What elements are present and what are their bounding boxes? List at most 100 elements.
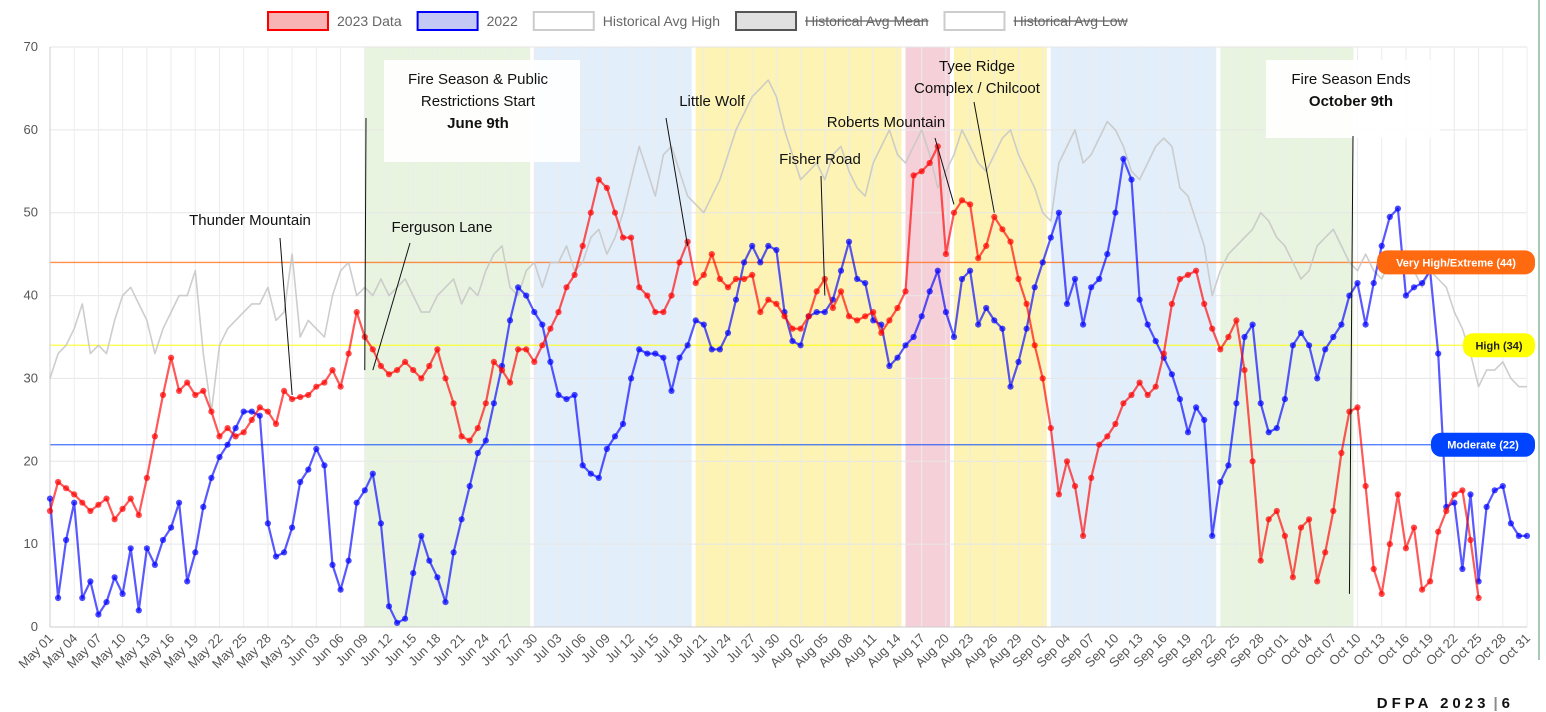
data-point-2023-data xyxy=(248,416,255,423)
data-point-2022 xyxy=(684,342,691,349)
data-point-2022 xyxy=(1314,375,1321,382)
data-point-2023-data xyxy=(498,367,506,374)
threshold-badge-label: High (34) xyxy=(1475,340,1522,352)
annotation-leader-line xyxy=(364,117,367,371)
data-point-2023-data xyxy=(1136,379,1143,386)
data-point-2023-data xyxy=(854,317,861,324)
data-point-2022 xyxy=(345,557,352,564)
data-point-2022 xyxy=(1523,532,1531,540)
data-point-2022 xyxy=(813,309,820,316)
data-point-2022 xyxy=(168,524,175,531)
legend-item-historical-avg-high[interactable]: Historical Avg High xyxy=(532,11,720,31)
legend-swatch xyxy=(532,11,595,31)
data-point-2022 xyxy=(644,350,651,357)
data-point-2022 xyxy=(611,433,619,440)
data-point-2023-data xyxy=(1330,507,1337,515)
data-point-2022 xyxy=(1515,532,1522,540)
data-point-2023-data xyxy=(813,288,820,295)
data-point-2023-data xyxy=(63,485,70,492)
legend[interactable]: 2023 Data 2022 Historical Avg High Historic… xyxy=(267,11,1129,31)
data-point-2023-data xyxy=(967,201,974,208)
data-point-2023-data xyxy=(466,437,473,444)
data-point-2023-data xyxy=(886,317,893,324)
data-point-2023-data xyxy=(878,329,885,336)
data-point-2023-data xyxy=(1233,317,1240,324)
data-point-2022 xyxy=(1386,213,1393,220)
data-point-2022 xyxy=(1144,321,1151,328)
legend-item-historical-avg-low[interactable]: Historical Avg Low xyxy=(943,11,1129,31)
data-point-2023-data xyxy=(1289,574,1296,581)
data-point-2023-data xyxy=(991,213,998,220)
data-point-2022 xyxy=(741,259,748,266)
legend-item-2022[interactable]: 2022 xyxy=(416,11,518,31)
data-point-2023-data xyxy=(684,238,691,245)
data-point-2022 xyxy=(256,412,263,419)
data-point-2022 xyxy=(474,449,481,457)
data-point-2023-data xyxy=(926,159,933,167)
data-point-2023-data xyxy=(1306,516,1313,523)
data-point-2023-data xyxy=(724,284,732,291)
annotation-text: Fire Season & Public xyxy=(408,71,549,88)
data-point-2022 xyxy=(845,238,853,245)
data-point-2023-data xyxy=(1071,483,1079,490)
data-point-2023-data xyxy=(1144,391,1151,399)
y-axis: 0 10 20 30 40 50 60 70 xyxy=(24,39,51,634)
data-point-2022 xyxy=(394,619,401,627)
data-point-2022 xyxy=(434,574,441,581)
data-point-2022 xyxy=(523,292,530,299)
data-point-2023-data xyxy=(103,495,110,502)
annotation-fire-season-ends: Fire Season Ends October 9th xyxy=(1266,60,1440,594)
y-tick-label-60: 60 xyxy=(24,122,38,137)
data-point-2022 xyxy=(708,346,715,353)
data-point-2023-data xyxy=(1128,391,1135,399)
data-point-2023-data xyxy=(870,309,877,316)
data-point-2022 xyxy=(1241,333,1248,341)
data-point-2022 xyxy=(619,420,627,428)
data-point-2022 xyxy=(1023,325,1030,332)
data-point-2022 xyxy=(63,536,70,544)
data-point-2023-data xyxy=(1402,545,1409,552)
data-point-2022 xyxy=(926,288,933,295)
data-point-2022 xyxy=(967,267,974,274)
data-point-2023-data xyxy=(983,242,990,249)
annotation-box xyxy=(384,60,580,162)
data-point-2023-data xyxy=(329,367,336,374)
data-point-2023-data xyxy=(216,433,223,440)
data-point-2022 xyxy=(329,561,336,569)
data-point-2023-data xyxy=(1410,524,1418,531)
data-point-2023-data xyxy=(1257,557,1264,564)
data-point-2022 xyxy=(1176,396,1183,403)
data-point-2023-data xyxy=(1055,491,1062,498)
annotation-roberts-mountain: Roberts Mountain xyxy=(827,114,955,205)
threshold-badge-high-34: High (34) xyxy=(1463,333,1535,358)
data-point-2022 xyxy=(789,338,796,345)
data-point-2023-data xyxy=(313,383,320,390)
data-point-2023-data xyxy=(531,358,538,365)
legend-item-historical-avg-mean[interactable]: Historical Avg Mean xyxy=(735,11,929,31)
data-point-2023-data xyxy=(837,288,845,295)
data-point-2023-data xyxy=(958,197,966,204)
data-point-2022 xyxy=(337,586,344,593)
data-point-2022 xyxy=(1080,321,1087,328)
annotation-leader-line xyxy=(1348,135,1354,594)
annotation-leader-line xyxy=(372,242,411,371)
data-point-2023-data xyxy=(1160,350,1167,357)
legend-item-2023-data[interactable]: 2023 Data xyxy=(267,11,402,31)
data-point-2022 xyxy=(797,342,804,349)
data-point-2022 xyxy=(385,603,393,610)
data-point-2022 xyxy=(119,590,126,598)
data-point-2023-data xyxy=(821,275,828,283)
annotation-text: Thunder Mountain xyxy=(189,212,311,229)
series-2023-data xyxy=(46,143,1482,602)
data-point-2022 xyxy=(1257,400,1264,407)
y-tick-label-30: 30 xyxy=(24,370,38,385)
data-point-2022 xyxy=(305,466,312,473)
data-point-2023-data xyxy=(192,391,199,399)
annotation-box xyxy=(1266,60,1440,138)
data-point-2023-data xyxy=(482,400,489,407)
data-point-2022 xyxy=(1015,358,1022,365)
data-point-2023-data xyxy=(910,172,917,179)
threshold-badge-moderate-22: Moderate (22) xyxy=(1431,432,1535,457)
data-point-2023-data xyxy=(1184,271,1192,278)
